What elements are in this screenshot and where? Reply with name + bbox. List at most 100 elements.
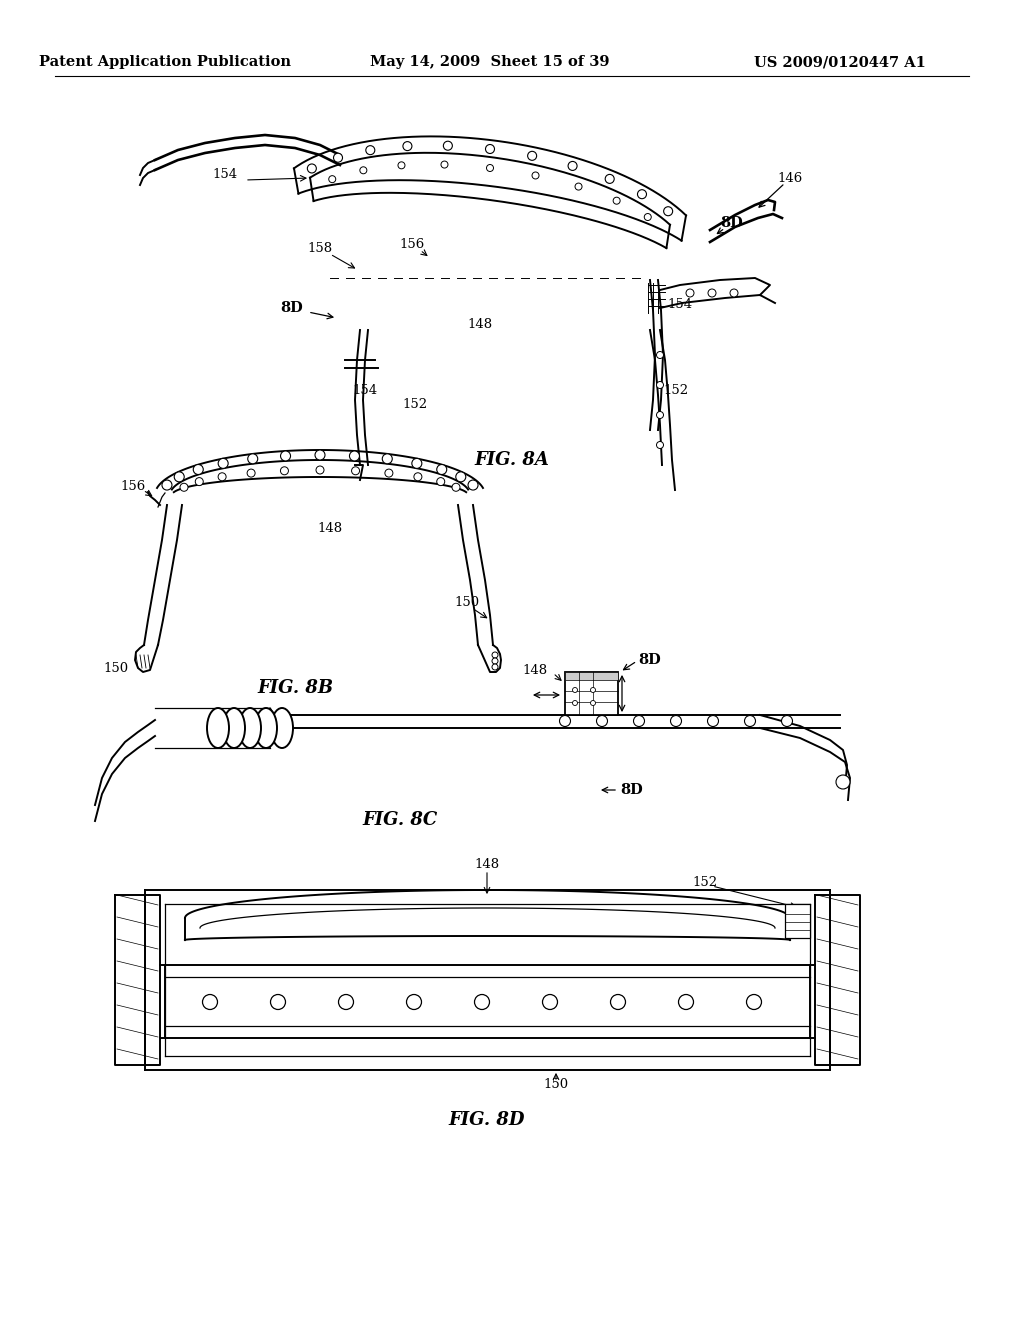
Circle shape xyxy=(385,469,393,477)
Circle shape xyxy=(329,176,336,182)
Circle shape xyxy=(316,466,324,474)
Circle shape xyxy=(339,994,353,1010)
Circle shape xyxy=(349,451,359,461)
Circle shape xyxy=(686,289,694,297)
Circle shape xyxy=(559,715,570,726)
Text: May 14, 2009  Sheet 15 of 39: May 14, 2009 Sheet 15 of 39 xyxy=(371,55,609,69)
Text: 148: 148 xyxy=(523,664,548,676)
Circle shape xyxy=(452,483,460,491)
Text: 8D: 8D xyxy=(281,301,303,315)
Text: 154: 154 xyxy=(352,384,378,396)
Text: 150: 150 xyxy=(544,1078,568,1092)
Ellipse shape xyxy=(239,708,261,748)
Circle shape xyxy=(162,480,172,490)
Text: FIG. 8A: FIG. 8A xyxy=(474,451,550,469)
Ellipse shape xyxy=(207,708,229,748)
Circle shape xyxy=(203,994,217,1010)
Text: US 2009/0120447 A1: US 2009/0120447 A1 xyxy=(754,55,926,69)
Circle shape xyxy=(708,715,719,726)
Circle shape xyxy=(270,994,286,1010)
Text: 152: 152 xyxy=(664,384,688,396)
Circle shape xyxy=(527,152,537,160)
Circle shape xyxy=(708,289,716,297)
Circle shape xyxy=(532,172,539,180)
Circle shape xyxy=(366,145,375,154)
Text: 146: 146 xyxy=(777,172,803,185)
Circle shape xyxy=(174,471,184,482)
Circle shape xyxy=(781,715,793,726)
Circle shape xyxy=(746,994,762,1010)
Circle shape xyxy=(351,467,359,475)
Text: 8D: 8D xyxy=(638,653,660,667)
Circle shape xyxy=(441,161,447,168)
Circle shape xyxy=(402,141,412,150)
Circle shape xyxy=(474,994,489,1010)
Circle shape xyxy=(664,207,673,215)
Circle shape xyxy=(656,381,664,388)
Text: 158: 158 xyxy=(307,242,333,255)
Text: 152: 152 xyxy=(402,399,428,412)
Text: FIG. 8D: FIG. 8D xyxy=(449,1111,525,1129)
Circle shape xyxy=(730,289,738,297)
Circle shape xyxy=(671,715,682,726)
Text: 150: 150 xyxy=(455,595,479,609)
Text: FIG. 8C: FIG. 8C xyxy=(362,810,437,829)
Circle shape xyxy=(443,141,453,150)
Circle shape xyxy=(744,715,756,726)
Circle shape xyxy=(605,174,614,183)
Text: 8D: 8D xyxy=(620,783,643,797)
Circle shape xyxy=(638,190,646,199)
Circle shape xyxy=(218,458,228,469)
Circle shape xyxy=(572,688,578,693)
Circle shape xyxy=(194,465,203,474)
Circle shape xyxy=(591,688,596,693)
Text: 150: 150 xyxy=(103,661,129,675)
Circle shape xyxy=(543,994,557,1010)
Ellipse shape xyxy=(223,708,245,748)
Text: 154: 154 xyxy=(668,298,692,312)
Text: 156: 156 xyxy=(121,480,145,494)
Circle shape xyxy=(414,473,422,480)
Bar xyxy=(565,672,618,715)
Circle shape xyxy=(679,994,693,1010)
Circle shape xyxy=(836,775,850,789)
Circle shape xyxy=(307,164,316,173)
Bar xyxy=(565,672,618,680)
Text: Patent Application Publication: Patent Application Publication xyxy=(39,55,291,69)
Text: FIG. 8B: FIG. 8B xyxy=(257,678,333,697)
Circle shape xyxy=(613,197,621,205)
Circle shape xyxy=(572,701,578,705)
Circle shape xyxy=(485,144,495,153)
Text: 148: 148 xyxy=(467,318,493,331)
Circle shape xyxy=(359,166,367,174)
Circle shape xyxy=(591,701,596,705)
Circle shape xyxy=(456,471,466,482)
Circle shape xyxy=(610,994,626,1010)
Bar xyxy=(785,904,810,939)
Circle shape xyxy=(281,451,291,461)
Text: 8D: 8D xyxy=(721,216,743,230)
Circle shape xyxy=(412,458,422,469)
Circle shape xyxy=(656,351,664,359)
Ellipse shape xyxy=(255,708,278,748)
Text: 156: 156 xyxy=(399,239,425,252)
Circle shape xyxy=(568,161,578,170)
Circle shape xyxy=(656,441,664,449)
Circle shape xyxy=(247,469,255,477)
Circle shape xyxy=(382,454,392,463)
Circle shape xyxy=(218,473,226,480)
Circle shape xyxy=(575,183,582,190)
Text: 152: 152 xyxy=(692,876,718,890)
Circle shape xyxy=(492,664,498,671)
Circle shape xyxy=(407,994,422,1010)
Circle shape xyxy=(248,454,258,463)
Circle shape xyxy=(437,478,444,486)
Circle shape xyxy=(180,483,188,491)
Circle shape xyxy=(486,165,494,172)
Circle shape xyxy=(334,153,342,162)
Circle shape xyxy=(492,652,498,657)
Text: 154: 154 xyxy=(212,169,238,181)
Circle shape xyxy=(597,715,607,726)
Circle shape xyxy=(634,715,644,726)
Circle shape xyxy=(281,467,289,475)
